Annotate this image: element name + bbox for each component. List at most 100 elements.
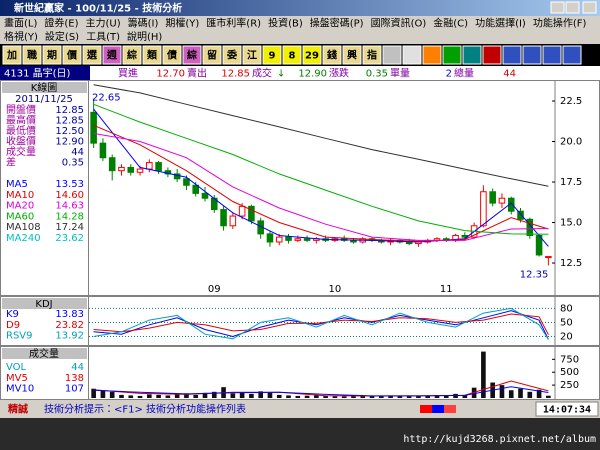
toolbar-button[interactable] [222,45,242,65]
legend-label: MV10 [6,384,34,395]
toolbar-button[interactable] [2,45,22,65]
menu-bar [0,16,600,44]
toolbar-label[interactable]: 債 [166,49,177,62]
toolbar-icon[interactable] [562,45,582,65]
info-value: 44 [71,147,84,158]
menu-item[interactable]: 工具(T) [86,31,120,43]
toolbar-icon[interactable] [442,45,462,65]
toolbar-label[interactable]: 價 [66,49,78,62]
toolbar-button[interactable] [142,45,162,65]
volume-bar [147,394,152,398]
line-series [93,124,549,242]
toolbar-button[interactable] [82,45,102,65]
menu-item[interactable]: 畫面(L) [4,17,37,30]
panel-header [2,82,87,93]
toolbar-icon[interactable] [382,45,402,65]
panel-title: KDJ [35,299,52,310]
legend-label: MV5 [6,373,28,384]
volume-bar [351,395,356,398]
volume-bar [258,391,263,398]
legend-value: 13.83 [55,309,84,320]
menu-item[interactable]: 功能選擇(I) [475,17,526,30]
toolbar-label[interactable]: 綜 [127,49,137,62]
volume-bar [508,390,514,398]
candle-body [545,256,552,259]
menu-item[interactable]: 操盤密碼(P) [310,17,364,30]
toolbar-button[interactable] [242,45,262,65]
toolbar-button[interactable] [22,45,42,65]
toolbar-button[interactable] [262,45,282,65]
minimize-button[interactable] [550,1,565,14]
toolbar-label[interactable]: 期 [47,49,57,62]
line-series [93,84,549,187]
toolbar-label[interactable]: 29 [305,51,319,62]
toolbar-button[interactable] [102,45,122,65]
toolbar-label[interactable]: 委 [226,49,237,62]
toolbar-label[interactable]: 選 [86,49,98,62]
menu-item[interactable]: 主力(U) [86,17,121,30]
window-title: 新世紀贏家 - 100/11/25 - 技術分析 [14,2,182,15]
menu-item[interactable]: 國際資訊(O) [371,17,427,30]
toolbar-button[interactable] [42,45,62,65]
close-button[interactable] [582,1,597,14]
toolbar-label[interactable]: 錢 [327,49,337,62]
toolbar-label[interactable]: 8 [289,51,296,62]
toolbar-label[interactable]: 興 [347,49,357,62]
candle-body [294,238,302,241]
toolbar-button[interactable] [342,45,362,65]
quote-value: 12.90 [298,69,327,80]
toolbar-label[interactable]: 9 [269,51,276,62]
candle-body [155,162,162,172]
menu-item[interactable]: 匯市利率(R) [206,17,261,30]
menu-item[interactable]: 設定(S) [45,30,79,43]
menu-item[interactable]: 金融(C) [433,17,468,30]
toolbar-icon[interactable] [402,45,422,65]
high-annotation: 22.65 [92,93,121,104]
toolbar-icon[interactable] [462,45,482,65]
y-tick-label: 22.5 [560,96,582,107]
candle-body [146,162,153,170]
title-bar [0,0,600,16]
menu-item[interactable]: 籌碼(I) [128,17,159,30]
toolbar-button[interactable] [302,45,322,65]
toolbar-label[interactable]: 週 [106,49,118,62]
menu-item[interactable]: 投資(B) [268,17,303,30]
toolbar-label[interactable]: 留 [207,49,217,62]
toolbar-button[interactable] [322,45,342,65]
toolbar-button[interactable] [62,45,82,65]
legend-label: MA60 [6,211,34,222]
toolbar-label[interactable]: 類 [146,49,158,62]
toolbar-icon[interactable] [542,45,562,65]
toolbar-button[interactable] [362,45,382,65]
menu-item[interactable]: 功能操作(F) [533,17,587,30]
toolbar-icon[interactable] [482,45,502,65]
legend-value: 17.24 [55,222,84,233]
candle-body [303,238,311,241]
toolbar-button[interactable] [282,45,302,65]
toolbar-button[interactable] [182,45,202,65]
toolbar-label[interactable]: 職 [27,49,37,62]
toolbar-label[interactable]: 江 [247,49,257,62]
menu-item[interactable]: 證券(E) [44,17,78,30]
toolbar-button[interactable] [122,45,142,65]
toolbar-button[interactable] [202,45,222,65]
quote-label: 賣出 [187,67,207,80]
toolbar-label[interactable]: 綜 [187,49,197,62]
toolbar-label[interactable]: 指 [367,49,377,62]
candle-body [183,178,190,186]
menu-item[interactable]: 說明(H) [127,31,162,43]
menu-item[interactable]: 期權(Y) [165,18,199,30]
toolbar-icon[interactable] [422,45,442,65]
toolbar-icon[interactable] [522,45,542,65]
quote-direction: ↓ [277,69,285,80]
candle-body [136,168,144,173]
volume-bar [443,395,449,398]
legend-label: MA108 [6,222,41,233]
volume-bar [109,391,115,398]
toolbar-icon[interactable] [502,45,522,65]
toolbar-button[interactable] [162,45,182,65]
maximize-button[interactable] [565,1,580,14]
window-buttons[interactable] [550,1,597,14]
toolbar-label[interactable]: 加 [6,49,17,62]
menu-item[interactable]: 格視(Y) [4,30,38,43]
